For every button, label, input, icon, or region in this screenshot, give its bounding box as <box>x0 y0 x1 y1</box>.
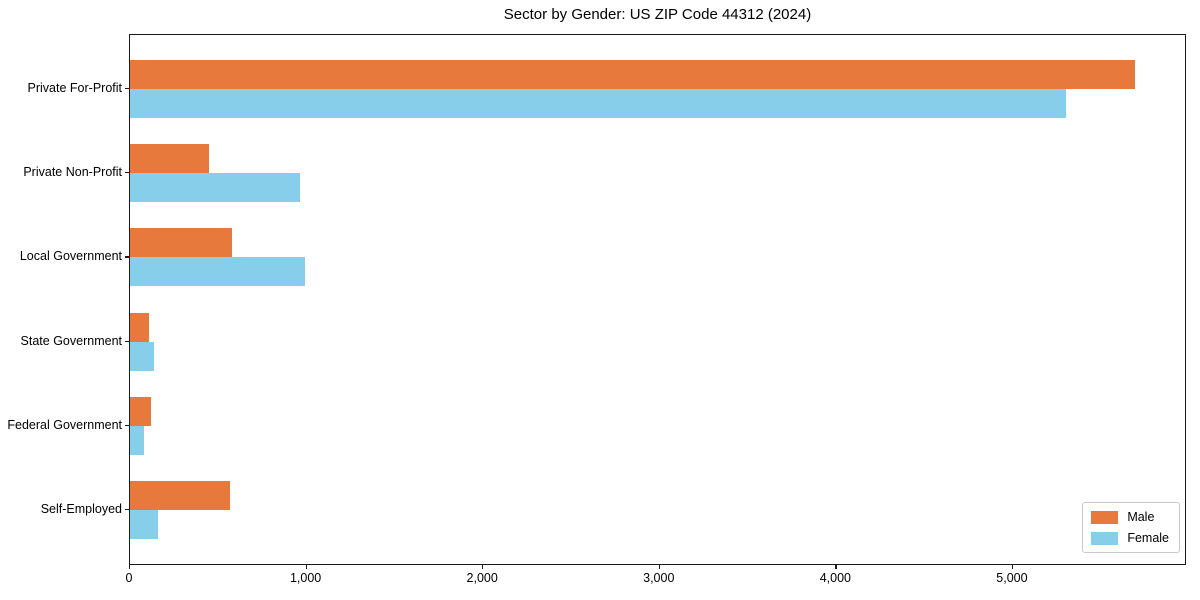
x-tick-mark <box>835 565 837 569</box>
plot-area: Male Female <box>129 34 1186 565</box>
bar-female-3 <box>130 257 305 287</box>
y-tick-mark <box>125 424 129 426</box>
y-tick-mark <box>125 172 129 174</box>
legend-swatch-male <box>1091 510 1119 524</box>
chart-title: Sector by Gender: US ZIP Code 44312 (202… <box>503 6 812 23</box>
legend: Male Female <box>1082 502 1180 553</box>
bar-male-1 <box>130 60 1135 89</box>
legend-item-male: Male <box>1091 510 1169 524</box>
bar-female-4 <box>130 341 155 371</box>
x-tick-label: 0 <box>125 571 133 585</box>
y-tick-mark <box>125 340 129 342</box>
y-tick-label: Local Government <box>19 249 122 264</box>
y-tick-label: Private For-Profit <box>27 81 122 95</box>
y-tick-label: Self-Employed <box>40 502 122 516</box>
bar-male-5 <box>130 396 152 426</box>
y-tick-label: State Government <box>20 333 122 348</box>
bar-female-2 <box>130 173 300 203</box>
y-tick-mark <box>125 256 129 258</box>
x-tick-mark <box>305 565 307 569</box>
x-tick-label: 2,000 <box>466 571 498 585</box>
x-tick-label: 1,000 <box>289 571 322 585</box>
x-tick-mark <box>1011 565 1014 569</box>
x-tick-label: 4,000 <box>819 571 851 585</box>
y-tick-mark <box>125 88 129 90</box>
legend-item-female: Female <box>1091 531 1169 545</box>
x-tick-mark <box>482 565 484 569</box>
legend-swatch-female <box>1091 531 1119 545</box>
x-tick-mark <box>658 565 660 569</box>
bar-female-6 <box>130 510 159 539</box>
bar-female-1 <box>130 89 1066 118</box>
y-tick-label: Private Non-Profit <box>23 165 122 180</box>
legend-label: Male <box>1127 510 1155 524</box>
y-tick-mark <box>125 509 129 511</box>
x-tick-label: 5,000 <box>996 571 1028 585</box>
y-tick-label: Federal Government <box>7 417 122 432</box>
legend-label: Female <box>1127 531 1169 545</box>
x-tick-mark <box>129 565 131 569</box>
bar-male-4 <box>130 312 150 342</box>
bar-male-3 <box>130 228 232 258</box>
bar-male-2 <box>130 144 209 174</box>
x-tick-label: 3,000 <box>643 571 675 585</box>
bar-male-6 <box>130 481 230 510</box>
bar-female-5 <box>130 425 145 455</box>
